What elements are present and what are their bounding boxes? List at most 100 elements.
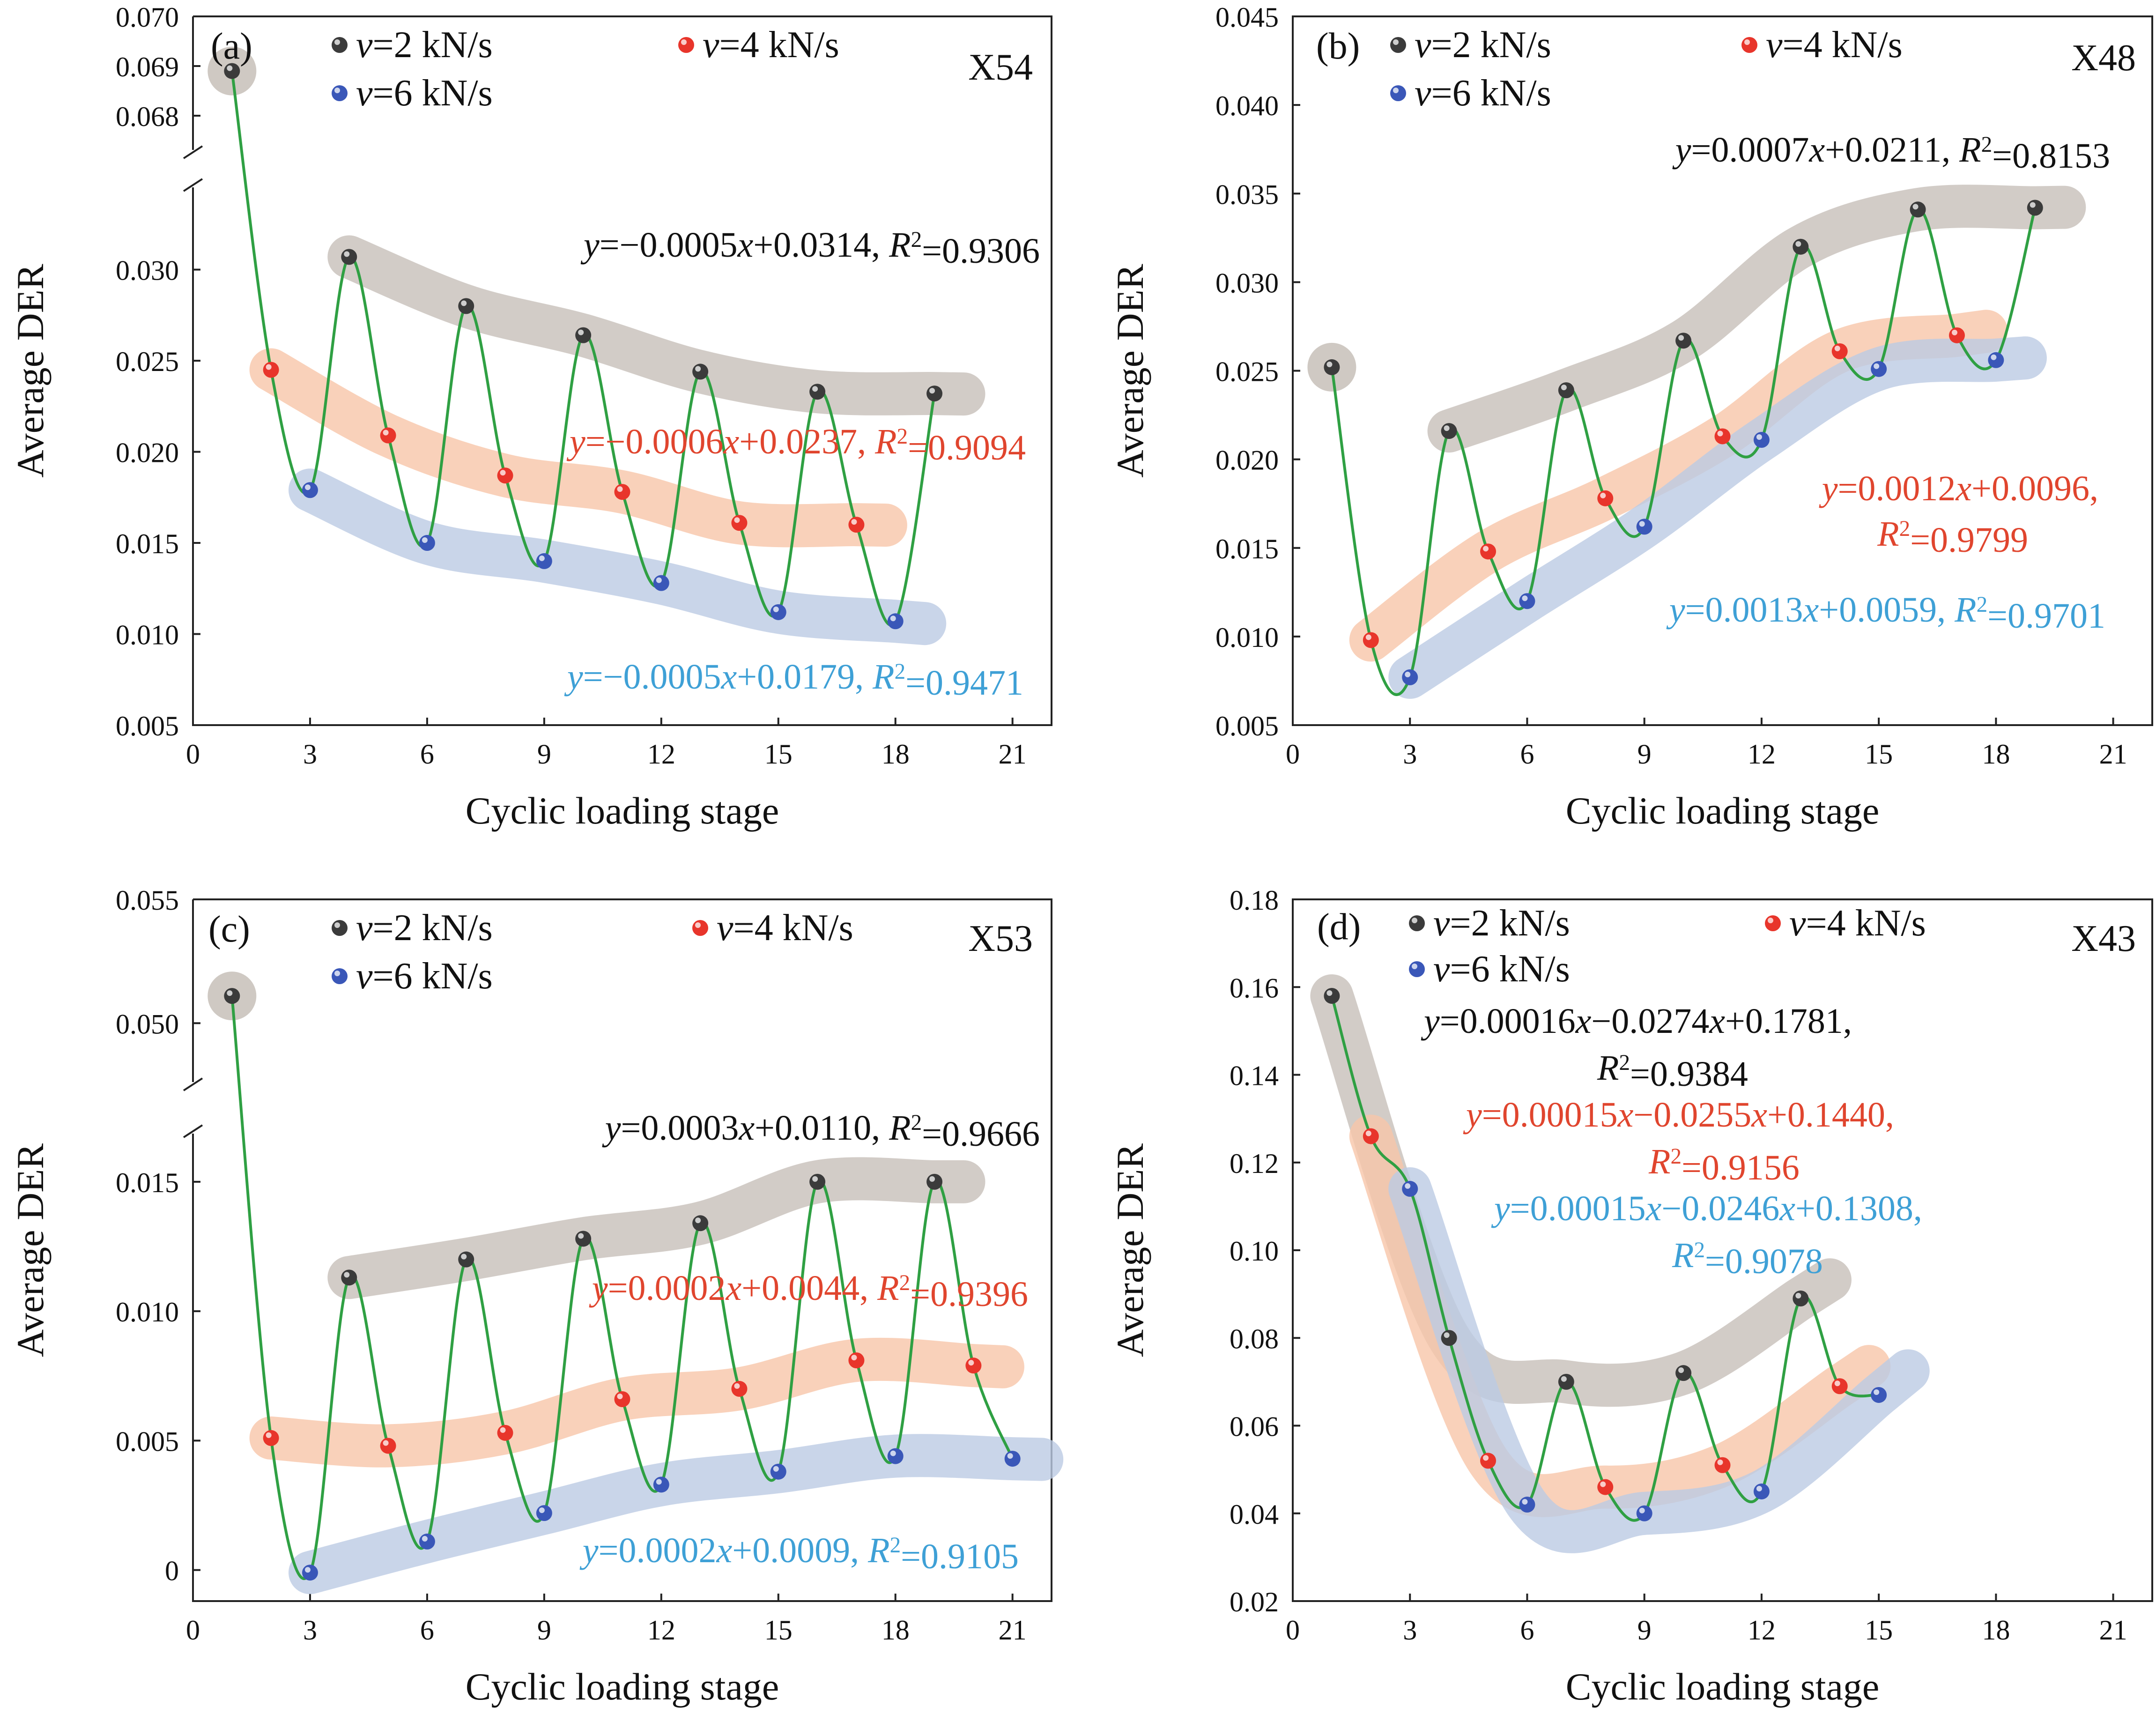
chart-panel-b: 0 3 6 9 12 15 18 21 0.005 0.010 0.015 0.020 0.025 0.0… [1109, 2, 2153, 832]
fit-equation: y=0.00015x−0.0246x+0.1308, [1491, 1189, 1922, 1228]
y-tick-label: 0.069 [116, 52, 179, 82]
x-tick-label: 6 [1520, 739, 1534, 770]
x-tick-label: 21 [2099, 1615, 2127, 1646]
legend-marker [332, 920, 348, 936]
data-point [887, 1448, 904, 1464]
x-tick-label: 3 [303, 1615, 317, 1646]
legend-entry: v=4 kN/s [1766, 24, 1903, 66]
legend-marker [332, 37, 348, 53]
y-tick-label: 0.025 [116, 346, 179, 377]
x-tick-label: 3 [303, 739, 317, 770]
data-point [1480, 1453, 1497, 1469]
data-point [809, 384, 826, 400]
axes-frame [192, 15, 1052, 726]
y-tick-label: 0.025 [1215, 356, 1279, 387]
data-point [1597, 1479, 1614, 1495]
specimen-id: X43 [2071, 918, 2136, 959]
x-tick-label: 9 [537, 1615, 551, 1646]
x-tick-label: 15 [1865, 739, 1893, 770]
axes-frame [192, 898, 1052, 1602]
x-axis-label: Cyclic loading stage [466, 1665, 779, 1708]
data-point [770, 1463, 786, 1480]
data-point [1871, 1387, 1887, 1403]
data-point [1324, 359, 1340, 375]
y-tick-label: 0.005 [1215, 711, 1279, 742]
y-tick-label: 0.035 [1215, 179, 1279, 210]
data-point [1753, 432, 1770, 448]
panel-label: (a) [211, 26, 252, 67]
data-point [1004, 1451, 1021, 1467]
fit-equation: R2=0.9799 [1877, 514, 2028, 560]
y-tick-label: 0.06 [1230, 1411, 1279, 1442]
y-tick-label: 0.10 [1230, 1236, 1279, 1267]
data-point [1988, 352, 2004, 368]
data-point [1402, 669, 1418, 685]
y-axis-label: Average DER [1109, 264, 1151, 477]
connecting-curve [1330, 207, 2037, 696]
data-point [614, 1391, 630, 1408]
panel-label: (b) [1316, 26, 1360, 67]
legend-entry: v=2 kN/s [356, 907, 493, 949]
data-point [1910, 201, 1926, 218]
data-point [575, 1231, 592, 1247]
data-point [224, 63, 240, 79]
fit-equation: y=0.0002x+0.0044, R2=0.9396 [589, 1268, 1028, 1314]
y-tick-label: 0 [165, 1556, 179, 1587]
connecting-curve [230, 995, 1014, 1580]
data-point [1675, 333, 1692, 349]
y-tick-label: 0.08 [1230, 1323, 1279, 1354]
data-point [1714, 428, 1731, 445]
x-tick-label: 0 [1286, 739, 1300, 770]
data-point [1831, 343, 1848, 359]
legend-entry: v=4 kN/s [717, 907, 853, 949]
x-tick-label: 18 [882, 1615, 910, 1646]
y-tick-label: 0.020 [116, 438, 179, 468]
data-point [1519, 1497, 1535, 1513]
data-point [1480, 543, 1497, 560]
specimen-id: X53 [968, 918, 1033, 959]
x-tick-label: 12 [1748, 739, 1776, 770]
data-point [1949, 327, 1965, 343]
x-axis-label: Cyclic loading stage [466, 789, 779, 832]
legend-entry: v=6 kN/s [1415, 73, 1551, 114]
y-tick-label: 0.015 [116, 528, 179, 559]
trend-band-0 [327, 235, 985, 416]
panel-label: (c) [208, 909, 250, 950]
fit-equation: R2=0.9078 [1672, 1236, 1823, 1281]
legend-marker [1390, 85, 1406, 101]
data-point [536, 1505, 552, 1521]
legend-entry: v=2 kN/s [356, 24, 493, 66]
x-tick-label: 6 [420, 1615, 434, 1646]
x-tick-label: 12 [1748, 1615, 1776, 1646]
data-point [1363, 632, 1379, 648]
x-axis-label: Cyclic loading stage [1566, 1665, 1880, 1708]
y-tick-label: 0.030 [1215, 267, 1279, 298]
data-point [497, 467, 513, 484]
trend-band-1 [249, 1337, 1024, 1468]
chart-panel-a: 0 3 6 9 12 15 18 21 0.005 0.010 0.015 0.020 0.025 0.0… [9, 2, 1052, 832]
x-tick-label: 9 [1637, 1615, 1652, 1646]
x-tick-label: 12 [647, 1615, 675, 1646]
x-tick-label: 15 [764, 739, 793, 770]
fit-equation: y=0.0012x+0.0096, [1819, 469, 2098, 508]
fit-equation: y=−0.0005x+0.0179, R2=0.9471 [564, 657, 1023, 703]
data-point [1558, 382, 1574, 399]
legend-marker [678, 37, 694, 53]
y-tick-label: 0.020 [1215, 445, 1279, 476]
data-point [302, 1565, 318, 1581]
data-point [1519, 593, 1535, 609]
data-point [692, 1215, 709, 1231]
data-point [224, 988, 240, 1004]
data-point [731, 515, 748, 531]
y-tick-label: 0.005 [116, 1426, 179, 1457]
legend-marker [692, 920, 708, 936]
specimen-id: X48 [2071, 37, 2136, 79]
data-point [1441, 1330, 1457, 1346]
data-point [536, 553, 552, 569]
x-tick-label: 21 [999, 739, 1027, 770]
specimen-id: X54 [968, 47, 1033, 88]
x-tick-label: 6 [420, 739, 434, 770]
data-point [770, 604, 786, 620]
y-tick-label: 0.050 [116, 1009, 179, 1039]
x-tick-label: 0 [186, 1615, 200, 1646]
